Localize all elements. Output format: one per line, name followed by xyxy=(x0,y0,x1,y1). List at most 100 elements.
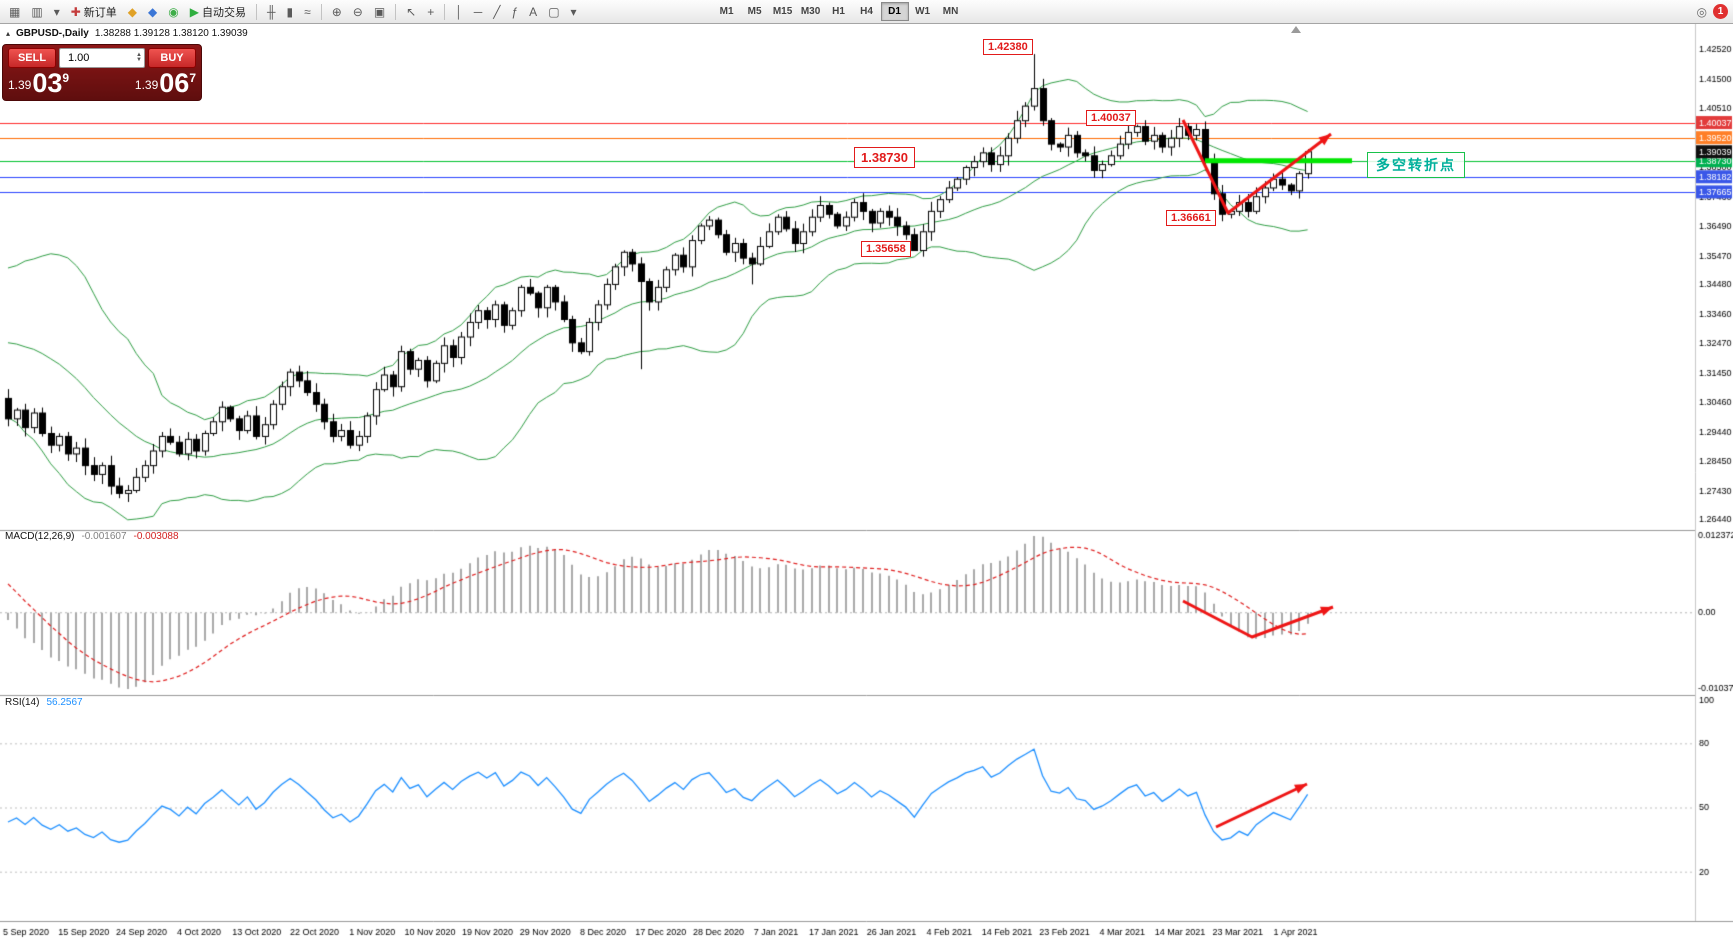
timeframe-h4[interactable]: H4 xyxy=(853,2,881,21)
candle-chart-icon: ▮ xyxy=(286,4,294,19)
fibonacci-icon: ƒ xyxy=(511,4,519,19)
notification-badge[interactable]: 1 xyxy=(1713,4,1728,19)
buy-price-big: 06 xyxy=(159,68,190,98)
autotrade-button[interactable]: ▶ 自动交易 xyxy=(185,2,251,22)
toolbar-separator xyxy=(255,3,257,20)
horizontal-line-icon[interactable]: ─ xyxy=(469,2,488,22)
toolbar-separator xyxy=(320,3,322,20)
rsi-indicator-label: RSI(14) 56.2567 xyxy=(5,697,83,708)
timeframe-toolbar: M1 M5 M15 M30 H1 H4 D1 W1 MN xyxy=(713,2,965,21)
sell-price[interactable]: 1.39 03 9 xyxy=(8,68,69,98)
arrow-tools-caret-icon: ▾ xyxy=(570,4,577,19)
timeframe-mn[interactable]: MN xyxy=(937,2,965,21)
sell-price-prefix: 1.39 xyxy=(8,78,32,92)
window-list-icon[interactable]: ▥ xyxy=(26,2,47,22)
search-icon[interactable]: ◎ xyxy=(1696,4,1707,19)
top-toolbar: ▦ ▥ ▾ ✚ 新订单 ◆ ◆ ◉ ▶ 自动交易 ╫ ▮ ≈ ⊕ ⊖ ▣ ↖ + │ ─ ╱ ƒ A ▢ ▾ M1 M5 M15 M3… xyxy=(0,0,1733,24)
chart-shift-marker-icon[interactable] xyxy=(1291,26,1301,33)
market-icon: ◆ xyxy=(127,4,138,19)
text-label-icon: A xyxy=(529,4,538,19)
community-icon: ◉ xyxy=(168,4,179,19)
lot-stepper[interactable]: ▲ ▼ xyxy=(136,52,142,63)
shapes-icon: ▢ xyxy=(548,4,560,19)
macd-indicator-label: MACD(12,26,9) -0.001607 -0.003088 xyxy=(5,531,179,542)
stepper-down-icon[interactable]: ▼ xyxy=(136,57,142,63)
timeframe-m1[interactable]: M1 xyxy=(713,2,741,21)
vertical-line-icon: │ xyxy=(455,4,463,19)
macd-name: MACD(12,26,9) xyxy=(5,531,75,542)
autotrade-button-label: 自动交易 xyxy=(201,6,246,19)
symbol-expand-icon[interactable]: ▴ xyxy=(6,29,11,38)
autotrade-icon: ▶ xyxy=(189,4,199,19)
price-annotation-142380[interactable]: 1.42380 xyxy=(983,39,1033,55)
timeframe-m30[interactable]: M30 xyxy=(797,2,825,21)
price-annotation-140037[interactable]: 1.40037 xyxy=(1086,110,1136,126)
lot-size-field[interactable]: 1.00 ▲ ▼ xyxy=(59,48,145,68)
rsi-value: 56.2567 xyxy=(46,697,83,708)
price-annotation-136661[interactable]: 1.36661 xyxy=(1166,210,1216,226)
dropdown-caret-icon[interactable]: ▾ xyxy=(49,2,65,22)
arrow-tools-caret-icon[interactable]: ▾ xyxy=(566,2,582,22)
toolbar-buttons: ▦ ▥ ▾ ✚ 新订单 ◆ ◆ ◉ ▶ 自动交易 ╫ ▮ ≈ ⊕ ⊖ ▣ ↖ + │ ─ ╱ ƒ A ▢ ▾ xyxy=(4,2,582,22)
zoom-in-icon: ⊕ xyxy=(331,4,342,19)
price-annotation-138730[interactable]: 1.38730 xyxy=(854,147,915,168)
crosshair-icon[interactable]: + xyxy=(422,2,439,22)
rsi-name: RSI(14) xyxy=(5,697,40,708)
buy-button[interactable]: BUY xyxy=(148,48,196,68)
zoom-in-icon[interactable]: ⊕ xyxy=(327,2,347,22)
timeframe-h1[interactable]: H1 xyxy=(825,2,853,21)
symbol-name: GBPUSD-,Daily xyxy=(16,28,89,39)
lot-size-value[interactable]: 1.00 xyxy=(68,52,90,64)
charts-icon: ▦ xyxy=(9,4,21,19)
price-annotation-135658[interactable]: 1.35658 xyxy=(861,241,911,257)
line-chart-icon[interactable]: ≈ xyxy=(299,2,316,22)
sell-button[interactable]: SELL xyxy=(8,48,56,68)
new-order-button-label: 新订单 xyxy=(83,6,117,19)
vertical-line-icon[interactable]: │ xyxy=(450,2,468,22)
crosshair-icon: + xyxy=(427,4,435,19)
cursor-icon: ↖ xyxy=(406,4,417,19)
sell-price-pip: 9 xyxy=(62,71,70,85)
symbol-title-bar: ▴ GBPUSD-,Daily 1.38288 1.39128 1.38120 … xyxy=(6,28,248,39)
one-click-trading-panel: SELL 1.00 ▲ ▼ BUY 1.39 03 9 1.39 06 7 xyxy=(2,44,202,101)
toolbar-right: ◎ 1 xyxy=(1697,4,1728,19)
macd-signal-value: -0.003088 xyxy=(133,531,179,542)
trendline-icon: ╱ xyxy=(493,4,501,19)
candle-chart-icon[interactable]: ▮ xyxy=(281,2,298,22)
window-list-icon: ▥ xyxy=(31,4,43,19)
community-icon[interactable]: ◉ xyxy=(163,2,183,22)
tile-windows-icon[interactable]: ▣ xyxy=(369,2,390,22)
timeframe-m15[interactable]: M15 xyxy=(769,2,797,21)
signals-icon[interactable]: ◆ xyxy=(143,2,162,22)
new-order-button[interactable]: ✚ 新订单 xyxy=(66,2,122,22)
new-order-icon: ✚ xyxy=(70,4,81,19)
timeframe-m5[interactable]: M5 xyxy=(741,2,769,21)
macd-main-value: -0.001607 xyxy=(81,531,127,542)
buy-price-prefix: 1.39 xyxy=(134,78,159,92)
sell-price-big: 03 xyxy=(32,68,63,98)
fibonacci-icon[interactable]: ƒ xyxy=(506,2,523,22)
timeframe-w1[interactable]: W1 xyxy=(909,2,937,21)
toolbar-separator xyxy=(395,3,397,20)
text-label-icon[interactable]: A xyxy=(524,2,542,22)
shapes-icon[interactable]: ▢ xyxy=(543,2,564,22)
market-icon[interactable]: ◆ xyxy=(123,2,142,22)
horizontal-line-icon: ─ xyxy=(473,4,483,19)
tile-windows-icon: ▣ xyxy=(373,4,386,19)
stepper-up-icon[interactable]: ▲ xyxy=(136,52,142,58)
zoom-out-icon[interactable]: ⊖ xyxy=(348,2,368,22)
line-chart-icon: ≈ xyxy=(304,4,311,19)
timeframe-d1[interactable]: D1 xyxy=(880,2,909,21)
cursor-icon[interactable]: ↖ xyxy=(401,2,421,22)
charts-icon[interactable]: ▦ xyxy=(4,2,25,22)
buy-price-pip: 7 xyxy=(189,71,196,85)
bar-chart-icon[interactable]: ╫ xyxy=(262,2,281,22)
buy-price[interactable]: 1.39 06 7 xyxy=(135,68,196,98)
trendline-icon[interactable]: ╱ xyxy=(488,2,505,22)
zoom-out-icon: ⊖ xyxy=(352,4,363,19)
bar-chart-icon: ╫ xyxy=(266,4,276,19)
toolbar-separator xyxy=(444,3,446,20)
turning-point-note[interactable]: 多空转折点 xyxy=(1367,152,1465,178)
signals-icon: ◆ xyxy=(148,4,158,19)
ohlc-readout: 1.38288 1.39128 1.38120 1.39039 xyxy=(94,28,248,39)
